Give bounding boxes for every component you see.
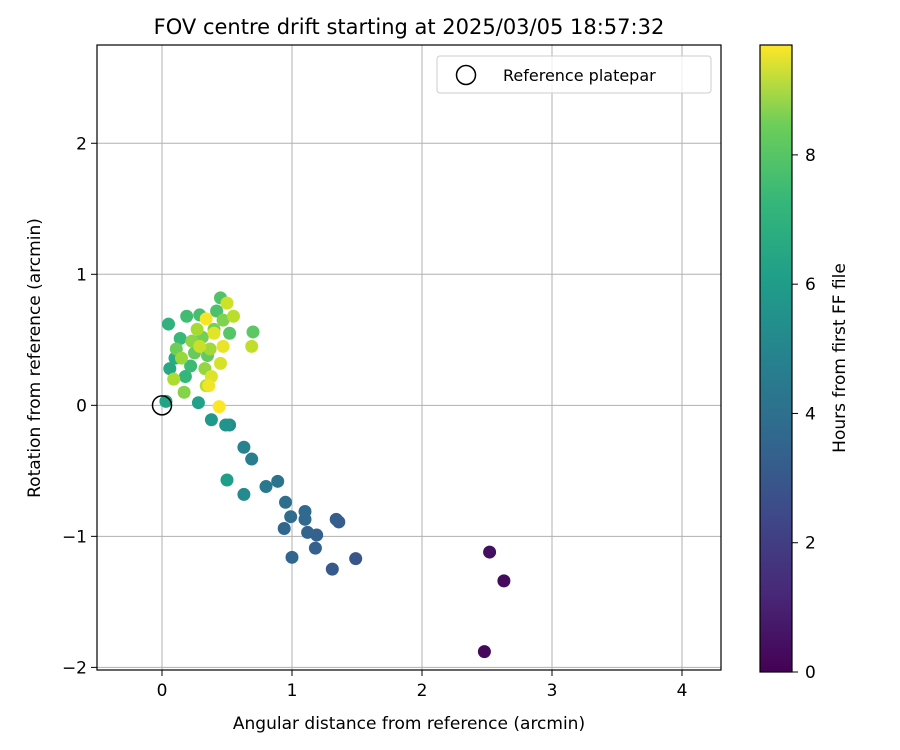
reference-platepar-marker <box>151 395 173 416</box>
data-point <box>497 574 511 588</box>
data-point <box>214 356 227 370</box>
data-point <box>173 332 187 346</box>
legend-box <box>436 55 712 94</box>
colorbar-tick-label: 6 <box>805 275 816 295</box>
data-point <box>220 296 234 310</box>
colorbar-label: Hours from first FF file <box>830 263 850 453</box>
data-point <box>167 372 181 386</box>
x-tick-label: 3 <box>547 681 558 701</box>
data-point <box>298 504 312 518</box>
data-point <box>175 351 188 365</box>
x-tick-label: 2 <box>417 681 428 701</box>
y-tick-label: 1 <box>76 265 87 285</box>
data-point <box>271 474 285 488</box>
legend-marker-icon <box>455 64 477 86</box>
plot-frame <box>96 44 722 671</box>
colorbar-tick-label: 2 <box>805 534 816 554</box>
y-axis-label: Rotation from reference (arcmin) <box>25 218 45 498</box>
y-tick-label: −2 <box>62 658 87 678</box>
data-point <box>245 339 259 353</box>
data-point <box>204 413 218 427</box>
data-point <box>216 339 230 353</box>
data-point <box>246 325 260 339</box>
data-point <box>477 645 491 659</box>
data-point <box>203 342 217 356</box>
data-point <box>237 487 251 501</box>
colorbar-tick-label: 8 <box>805 146 816 166</box>
x-axis-label: Angular distance from reference (arcmin) <box>233 714 585 734</box>
data-point <box>178 369 192 383</box>
data-point <box>210 304 224 318</box>
data-point <box>199 312 213 326</box>
data-point <box>277 521 291 535</box>
data-point <box>301 525 315 539</box>
data-point <box>329 512 343 526</box>
data-point <box>308 541 322 555</box>
data-point <box>207 326 221 340</box>
x-tick-label: 0 <box>157 681 168 701</box>
data-point <box>220 473 234 487</box>
data-point <box>184 359 198 373</box>
data-point <box>279 495 292 509</box>
x-axis-ticks: 0 1 2 3 4 <box>157 670 688 701</box>
data-point <box>202 379 216 393</box>
data-point <box>245 452 259 466</box>
y-tick-label: 0 <box>76 396 87 416</box>
y-axis-ticks: −2 −1 0 1 2 <box>62 134 97 678</box>
y-tick-label: 2 <box>76 134 87 154</box>
colorbar <box>759 44 793 673</box>
colorbar-tick-label: 4 <box>805 404 816 424</box>
data-point <box>237 440 251 454</box>
x-tick-label: 4 <box>677 681 688 701</box>
data-point <box>162 317 175 331</box>
data-point <box>180 309 194 323</box>
data-points <box>159 291 511 659</box>
data-point <box>223 326 237 340</box>
data-point <box>193 339 207 353</box>
x-tick-label: 1 <box>287 681 298 701</box>
chart-title: FOV centre drift starting at 2025/03/05 … <box>154 15 665 39</box>
data-point <box>216 313 230 327</box>
data-point <box>163 362 177 376</box>
data-point <box>227 309 240 323</box>
y-tick-label: −1 <box>62 527 87 547</box>
data-point <box>219 418 233 432</box>
legend-label: Reference platepar <box>503 66 656 85</box>
data-point <box>212 400 226 414</box>
colorbar-ticks: 0 2 4 6 8 <box>792 146 816 683</box>
colorbar-tick-label: 0 <box>805 663 816 683</box>
data-point <box>284 510 298 524</box>
data-point <box>349 552 363 566</box>
legend: Reference platepar <box>436 55 712 94</box>
data-point <box>259 480 273 494</box>
data-point <box>285 550 299 564</box>
data-point <box>190 322 204 336</box>
reference-marker-layer <box>151 395 173 416</box>
data-point <box>191 396 205 410</box>
data-point <box>325 562 339 576</box>
data-point <box>177 385 191 399</box>
data-point <box>483 545 497 559</box>
